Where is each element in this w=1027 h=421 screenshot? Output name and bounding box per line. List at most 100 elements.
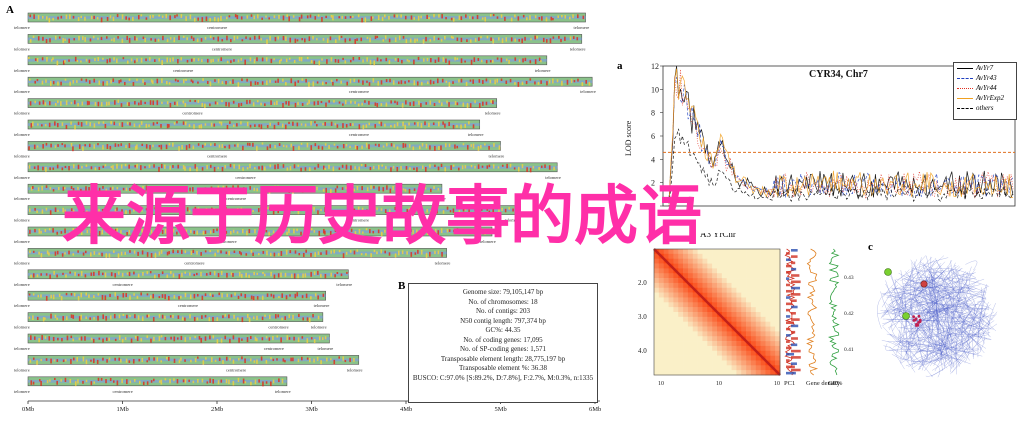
feature-tick [156, 188, 159, 191]
feature-tick [282, 78, 284, 82]
hic-cell [673, 258, 679, 264]
feature-tick [118, 335, 121, 341]
feature-tick [46, 57, 48, 62]
hic-cell [770, 282, 776, 289]
hic-cell [712, 292, 718, 298]
feature-tick [238, 358, 240, 361]
feature-tick [232, 335, 235, 340]
feature-tick [228, 250, 230, 256]
feature-tick [220, 121, 223, 126]
feature-tick [292, 146, 295, 151]
feature-tick [309, 14, 312, 18]
feature-tick [33, 166, 36, 170]
feature-tick [204, 143, 206, 146]
feature-tick [172, 314, 174, 319]
feature-tick [385, 102, 388, 107]
feature-tick [261, 186, 263, 192]
hic-cell [731, 292, 737, 298]
feature-tick [336, 271, 339, 274]
hic-cell [683, 360, 689, 366]
feature-tick [305, 78, 307, 83]
feature-tick [318, 60, 321, 66]
feature-tick [105, 316, 107, 321]
hic-cell [741, 287, 747, 293]
network-edge [900, 294, 983, 331]
feature-tick [501, 164, 504, 167]
hic-cell [683, 350, 689, 356]
feature-tick [112, 186, 114, 190]
feature-tick [77, 102, 79, 107]
hic-cell [755, 273, 761, 279]
feature-tick [408, 122, 410, 126]
feature-tick [190, 79, 193, 82]
hic-cell [673, 278, 679, 284]
feature-tick [36, 57, 39, 62]
feature-tick [422, 165, 424, 169]
feature-tick [45, 358, 48, 361]
telomere-label: telomere [535, 68, 551, 73]
feature-tick [332, 166, 335, 172]
feature-tick [134, 187, 136, 191]
hic-cell [765, 350, 771, 356]
track-label: Gene density [806, 380, 841, 387]
feature-tick [178, 274, 181, 279]
feature-tick [200, 271, 202, 277]
feature-tick [85, 58, 88, 62]
feature-tick [472, 16, 474, 20]
feature-tick [272, 358, 275, 362]
feature-tick [281, 229, 283, 232]
feature-tick [344, 228, 347, 233]
feature-tick [172, 142, 174, 147]
feature-tick [380, 208, 383, 211]
feature-tick [433, 36, 436, 41]
feature-tick [392, 166, 395, 169]
hic-cell [755, 268, 761, 274]
feature-tick [397, 81, 400, 85]
hic-cell [692, 253, 698, 259]
hic-cell [697, 331, 703, 337]
feature-tick [452, 36, 454, 39]
hic-cell [731, 297, 737, 303]
hic-cell [746, 302, 752, 308]
network-edge [940, 300, 976, 358]
telomere-label: telomere [570, 46, 586, 51]
hic-cell [741, 302, 747, 308]
feature-tick [112, 165, 114, 170]
hic-cell [721, 360, 727, 366]
feature-tick [392, 80, 395, 85]
feature-tick [365, 228, 368, 231]
feature-tick [130, 338, 133, 343]
hic-cell [736, 341, 742, 347]
feature-tick [241, 317, 244, 323]
feature-tick [270, 293, 273, 297]
feature-tick [57, 16, 59, 20]
chromosome-band [28, 123, 480, 126]
hic-cell [707, 258, 713, 264]
feature-tick [129, 380, 132, 384]
feature-tick [282, 15, 285, 21]
hic-cell [702, 341, 708, 347]
hic-cell [697, 355, 703, 361]
feature-tick [270, 357, 272, 360]
hic-cell [673, 263, 679, 269]
feature-tick [232, 229, 235, 233]
feature-tick [406, 251, 408, 255]
chromosome-band [28, 358, 359, 362]
feature-tick [384, 35, 387, 40]
feature-tick [490, 99, 492, 104]
feature-tick [370, 253, 372, 258]
feature-tick [90, 252, 92, 257]
feature-tick [225, 356, 228, 361]
feature-tick [377, 229, 380, 234]
feature-tick [29, 39, 32, 43]
feature-tick [301, 295, 304, 299]
feature-tick [161, 101, 163, 104]
feature-tick [120, 359, 122, 363]
feature-tick [341, 15, 343, 19]
feature-tick [126, 379, 128, 385]
hic-cell [746, 297, 752, 303]
feature-tick [134, 36, 136, 41]
feature-tick [338, 210, 340, 215]
